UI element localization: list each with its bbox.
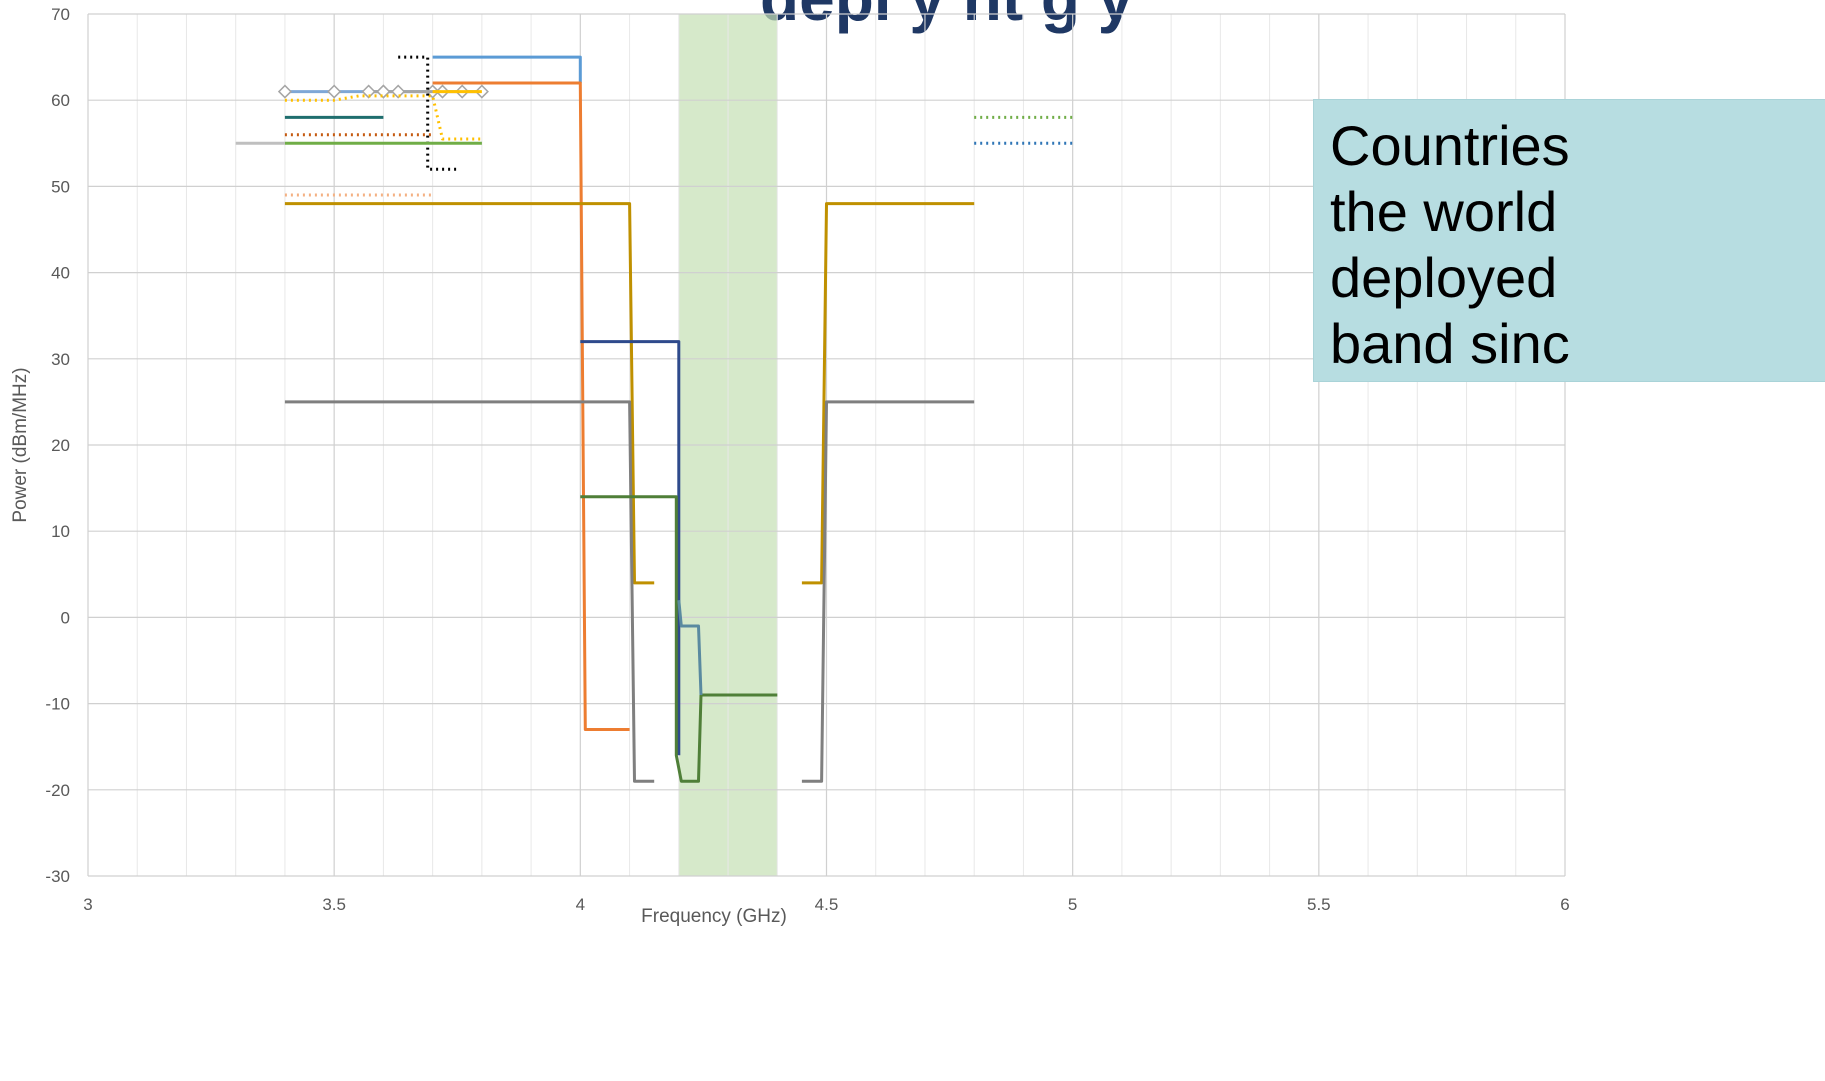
series-line-1	[432, 55, 582, 83]
x-axis-title: Frequency (GHz)	[641, 906, 787, 927]
x-tick-label: 5.5	[1307, 895, 1331, 914]
y-tick-label: -20	[45, 781, 70, 800]
series-line-7	[580, 340, 681, 756]
x-tick-label: 6	[1560, 895, 1569, 914]
series-marker	[277, 84, 292, 99]
series-line-13	[284, 94, 482, 141]
y-tick-label: -30	[45, 867, 70, 886]
callout-box: Countries the world deployed band sinc	[1313, 99, 1825, 382]
series-line-2	[432, 81, 630, 731]
y-tick-label: 30	[51, 350, 70, 369]
y-tick-label: 50	[51, 177, 70, 196]
y-tick-label: 40	[51, 264, 70, 283]
series-line-9	[677, 600, 703, 696]
heading-fragment: depl y nt g y	[760, 0, 1134, 34]
y-tick-label: 20	[51, 436, 70, 455]
y-tick-label: 10	[51, 522, 70, 541]
callout-line-1: Countries	[1330, 114, 1570, 177]
y-axis-title: Power (dBm/MHz)	[10, 367, 31, 522]
series-line-4	[801, 202, 975, 585]
x-tick-label: 4.5	[815, 895, 839, 914]
x-tick-label: 5	[1068, 895, 1077, 914]
series-line-5	[284, 400, 655, 783]
series-line-14	[398, 55, 458, 171]
callout-line-3: deployed	[1330, 246, 1558, 309]
series-marker	[391, 84, 406, 99]
x-tick-label: 3	[83, 895, 92, 914]
callout-line-4: band sinc	[1330, 312, 1570, 375]
x-tick-label: 3.5	[322, 895, 346, 914]
series-line-3	[284, 202, 655, 585]
series-marker	[327, 84, 342, 99]
series-marker	[376, 84, 391, 99]
series-line-6	[801, 400, 975, 783]
plot-area: 3 3.5 4 4.5 5 5.5 6 -30 -20 -10 0 10 20 30 40 50 60 70	[45, 5, 1569, 914]
series-marker	[361, 84, 376, 99]
y-tick-label: 0	[61, 608, 70, 627]
y-tick-label: 60	[51, 91, 70, 110]
y-tick-label: 70	[51, 5, 70, 24]
x-tick-label: 4	[576, 895, 585, 914]
callout-line-2: the world	[1330, 180, 1558, 243]
y-tick-label: -10	[45, 695, 70, 714]
